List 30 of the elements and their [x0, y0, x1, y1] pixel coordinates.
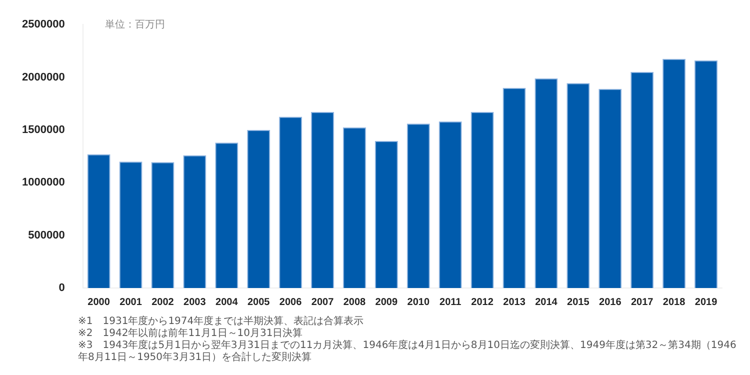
y-tick-label: 500000 [28, 229, 65, 242]
x-tick-label: 2007 [311, 296, 334, 308]
x-tick-label: 2009 [375, 296, 398, 308]
x-tick-label: 2002 [152, 296, 174, 308]
x-tick-label: 2019 [694, 296, 718, 308]
x-tick-label: 2005 [247, 296, 270, 308]
x-tick-label: 2008 [343, 296, 366, 308]
y-tick-label: 1500000 [22, 124, 65, 136]
x-tick-label: 2012 [471, 296, 494, 308]
x-tick-label: 2004 [216, 296, 238, 308]
x-tick-label: 2016 [599, 296, 622, 308]
text: ※3 1943年度は5月1日から翌年3月31日までの11カ月決算、1946年度は4月1日から8月10日迄の変則決算、1949年度は第32～第34期（1946年8月11日～1950年3月31日）を合計した変則決算 [78, 340, 738, 364]
text: ※2 1942年以前は前年11月1日～10月31日決算 [78, 328, 304, 340]
x-tick-label: 2018 [662, 296, 686, 308]
x-tick-label: 2003 [184, 296, 206, 308]
y-axis-title: 単位：百万円 [104, 18, 165, 30]
x-tick-label: 2011 [440, 296, 462, 308]
y-tick-label: 1000000 [22, 176, 65, 189]
y-tick-label: 0 [58, 282, 65, 294]
x-tick-label: 2014 [535, 296, 558, 308]
y-tick-label: 2000000 [22, 71, 65, 84]
x-tick-label: 2006 [279, 296, 302, 308]
text: ※1 1931年度から1974年度までは半期決算、表記は合算表示 [78, 316, 365, 328]
x-tick-label: 2010 [407, 296, 430, 308]
x-tick-label: 2000 [88, 296, 110, 308]
x-tick-label: 2017 [630, 296, 654, 308]
y-tick-label: 2500000 [22, 18, 65, 31]
x-tick-label: 2001 [120, 296, 142, 308]
x-tick-label: 2015 [567, 296, 590, 308]
x-tick-label: 2013 [503, 296, 526, 308]
